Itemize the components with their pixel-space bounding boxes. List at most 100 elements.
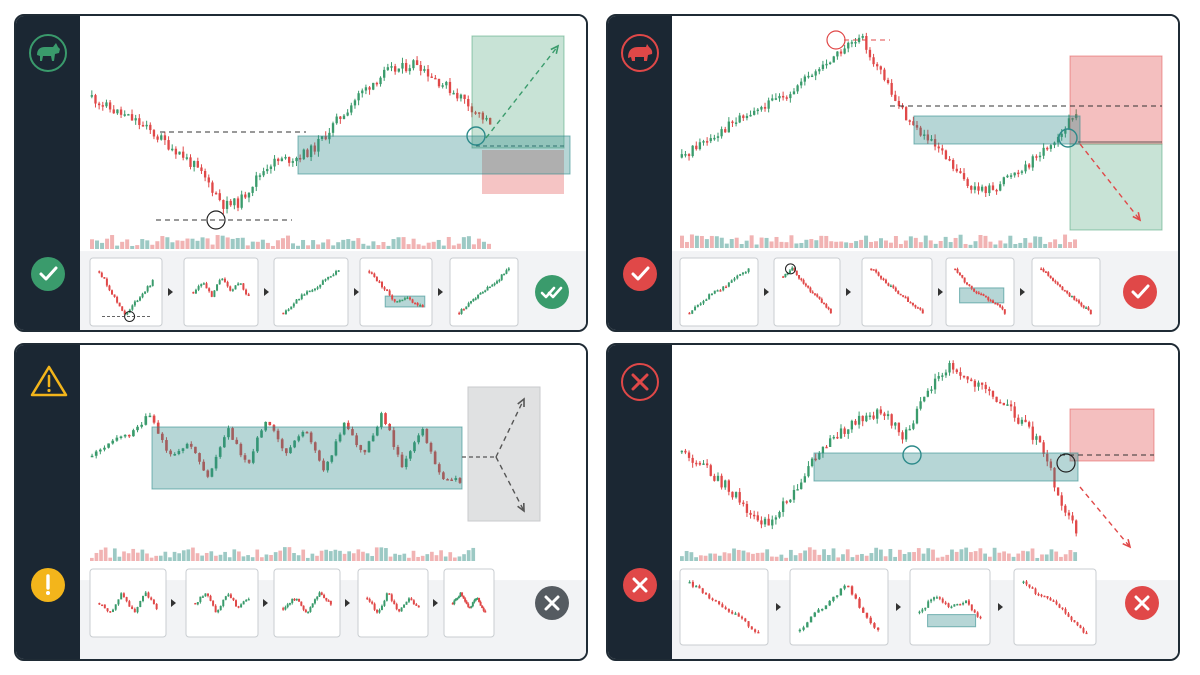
- candle: [854, 37, 857, 47]
- panel-range-warning: [14, 343, 588, 661]
- volume-bar: [1025, 551, 1030, 561]
- candle: [781, 91, 785, 101]
- volume-bar: [1068, 242, 1073, 248]
- thumbnail-candle: [705, 298, 708, 302]
- thumbnail-candle: [956, 603, 959, 606]
- candle: [763, 516, 767, 528]
- volume-bar: [453, 557, 457, 561]
- candle: [1075, 519, 1078, 537]
- candle: [145, 120, 148, 130]
- candle: [720, 126, 723, 139]
- candle: [1035, 154, 1038, 161]
- thumbnail-candle: [970, 604, 973, 612]
- volume-bar: [278, 550, 283, 561]
- thumbnail-candle: [290, 306, 293, 310]
- candles: [680, 32, 1078, 198]
- thumbnail-candle: [694, 305, 697, 311]
- volume-bar: [426, 242, 431, 249]
- thumbnail-candle: [208, 287, 211, 293]
- candle: [421, 427, 425, 437]
- thumbnail-candle: [304, 608, 307, 613]
- volume-bar: [351, 240, 356, 249]
- candle: [489, 117, 492, 125]
- candle: [705, 459, 709, 469]
- thumbnail-candle: [493, 282, 496, 287]
- thumbnail-candle: [222, 599, 225, 608]
- volume-bar: [296, 245, 301, 249]
- candle: [999, 399, 1002, 404]
- thumbnail-candle: [116, 295, 119, 304]
- thumbnail-candle: [887, 282, 890, 287]
- thumbnail-candle: [142, 595, 144, 603]
- thumbnail-candle: [811, 290, 814, 294]
- thumbnail-candle: [146, 285, 149, 293]
- thumbnail-candle: [850, 585, 854, 596]
- thumbnail-candle: [950, 605, 953, 609]
- candle: [189, 441, 193, 450]
- candle: [396, 444, 400, 458]
- candle: [999, 181, 1002, 192]
- candle: [367, 440, 371, 453]
- volume-bar: [940, 556, 945, 561]
- candle: [709, 134, 712, 144]
- candle: [828, 61, 832, 65]
- candle: [847, 429, 850, 439]
- thumbnail-candle: [757, 630, 760, 634]
- volume-bar: [855, 554, 860, 561]
- thumbnail-candle: [100, 271, 103, 278]
- thumbnail-candle: [1040, 267, 1043, 271]
- thumbnail-candle: [114, 604, 117, 611]
- candle: [458, 477, 462, 484]
- thumbnail-candle: [470, 605, 473, 609]
- candle: [136, 424, 139, 433]
- candle: [247, 192, 251, 203]
- candle: [879, 65, 882, 75]
- thumbnail-candle: [877, 271, 880, 277]
- thumbnail-candle: [987, 296, 990, 302]
- volume-bar: [973, 241, 978, 248]
- thumbnail-candle: [298, 598, 301, 602]
- thumbnail-candle: [390, 593, 393, 603]
- candle: [926, 129, 930, 144]
- volume-bar: [1002, 551, 1006, 561]
- volume-bar: [376, 245, 381, 249]
- candle: [836, 51, 839, 60]
- candle: [256, 436, 259, 454]
- volume-bar: [316, 244, 321, 249]
- volume-bar: [950, 549, 954, 561]
- thumbnail-candle: [240, 603, 243, 608]
- thumbnail-candle: [416, 302, 419, 307]
- candle: [915, 120, 919, 131]
- stop-loss-box: [482, 150, 564, 194]
- candle: [339, 116, 342, 124]
- thumbnail-candle: [474, 598, 477, 602]
- candle: [273, 155, 276, 171]
- volume-bar: [1011, 556, 1016, 561]
- thumbnail-candle: [1044, 270, 1047, 274]
- candle: [1042, 143, 1045, 159]
- volume-bar: [296, 555, 301, 561]
- candle: [185, 442, 189, 449]
- candles: [680, 360, 1078, 537]
- candle: [915, 406, 919, 425]
- pattern-thumbnail: [1013, 568, 1097, 646]
- thumbnail-candle: [155, 603, 158, 611]
- volume-bar: [95, 240, 100, 249]
- thumbnail-candle: [152, 598, 155, 605]
- candle: [269, 164, 273, 174]
- thumbnail-candle: [1070, 295, 1073, 298]
- thumbnail-candle: [870, 268, 873, 271]
- thumbnail-candle: [388, 289, 391, 297]
- thumbnail-candle: [295, 298, 298, 304]
- thumbnail-candle: [366, 596, 369, 600]
- thumbnail-candle: [1034, 587, 1037, 596]
- thumbnail-candle: [727, 608, 730, 613]
- thumbnail-candle: [207, 593, 209, 598]
- thumbnail-candle: [409, 296, 411, 301]
- candle: [330, 455, 334, 464]
- thumbnail-candle: [108, 284, 111, 292]
- candle: [803, 74, 806, 86]
- volume-bar: [305, 557, 310, 561]
- candle: [894, 421, 897, 430]
- thumbnail-candle: [335, 269, 338, 276]
